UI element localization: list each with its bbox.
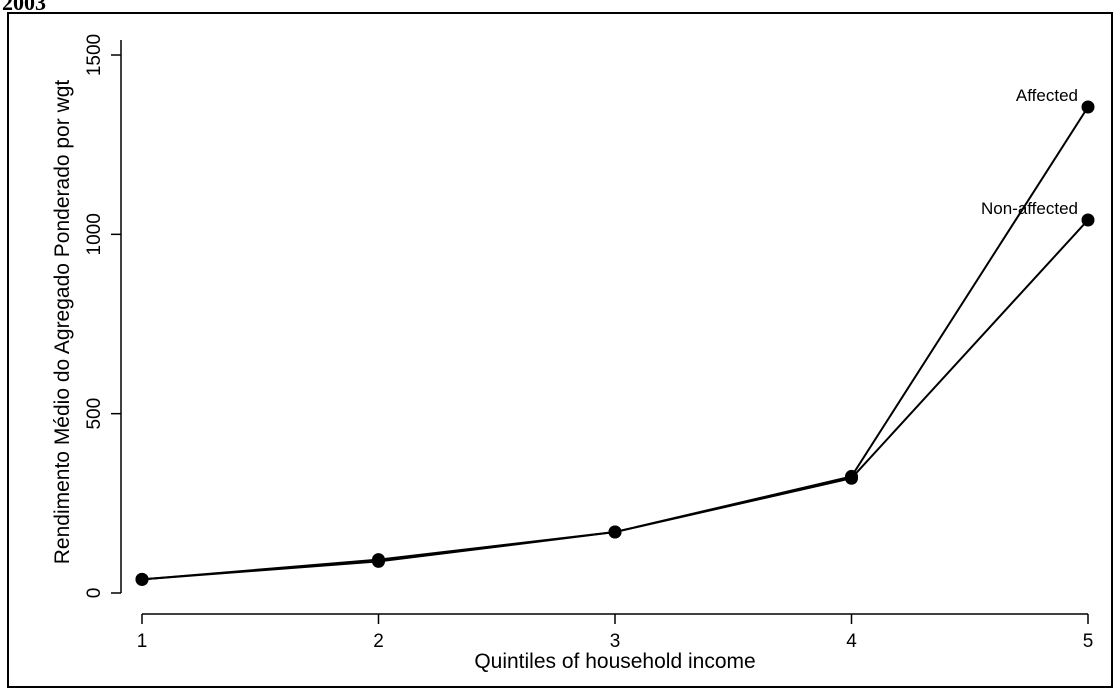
y-tick-label: 1000 <box>84 213 105 255</box>
series-lines <box>141 106 1089 581</box>
y-tick-label: 500 <box>84 398 105 430</box>
data-point <box>1081 213 1095 227</box>
data-point <box>608 525 622 539</box>
y-tick-label: 0 <box>84 588 105 599</box>
series-points <box>135 100 1095 586</box>
data-point <box>1081 100 1095 114</box>
series-label-non-affected: Non-affected <box>981 199 1078 218</box>
header-text: 2003 <box>2 0 46 15</box>
x-ticks: 1 2 3 4 5 <box>137 614 1094 652</box>
data-point <box>135 572 149 586</box>
chart-frame <box>7 12 1113 688</box>
x-tick-label: 5 <box>1083 631 1094 652</box>
y-ticks: 0 500 1000 1500 <box>84 34 121 598</box>
data-point <box>845 471 858 485</box>
x-tick-label: 3 <box>610 631 621 652</box>
series-line-1 <box>141 219 1089 581</box>
series-labels: Affected Non-affected <box>981 86 1078 218</box>
series-label-affected: Affected <box>1016 86 1078 105</box>
axes <box>120 40 1088 615</box>
x-tick-label: 2 <box>373 631 384 652</box>
x-tick-label: 4 <box>846 631 857 652</box>
data-point <box>372 554 385 568</box>
x-tick-label: 1 <box>137 631 148 652</box>
y-axis-title: Rendimento Médio do Agregado Ponderado p… <box>51 80 74 565</box>
series-line-0 <box>141 106 1089 581</box>
x-axis-title: Quintiles of household income <box>474 650 755 673</box>
y-tick-label: 1500 <box>84 34 105 76</box>
